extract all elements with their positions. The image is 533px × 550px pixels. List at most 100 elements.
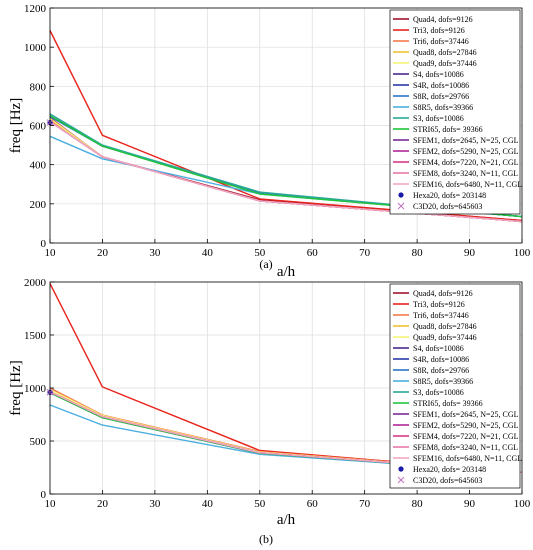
x-tick-label: 10 [45, 498, 57, 510]
legend-label: Quad4, dofs=9126 [413, 289, 473, 298]
y-tick-label: 1000 [24, 383, 47, 395]
x-tick-label: 60 [307, 498, 319, 510]
legend-entry: STRI65, dofs= 39366 [393, 125, 483, 134]
legend-entry: SFEM16, dofs=6480, N=11, CGL [393, 180, 522, 189]
x-tick-label: 40 [202, 498, 214, 510]
legend-label: Hexa20, dofs= 203148 [413, 465, 486, 474]
legend-entry: SFEM8, dofs=3240, N=11, CGL [393, 169, 518, 178]
y-tick-label: 400 [30, 160, 47, 172]
panel-label: (a) [259, 257, 272, 271]
y-tick-label: 0 [41, 238, 47, 250]
legend-label: SFEM16, dofs=6480, N=11, CGL [413, 180, 522, 189]
legend-label: C3D20, dofs=645603 [413, 202, 482, 211]
legend-label: Quad8, dofs=27846 [413, 48, 477, 57]
legend-entry: Quad9, dofs=37446 [393, 333, 477, 342]
legend-label: Tri6, dofs=37446 [413, 37, 469, 46]
y-tick-label: 600 [30, 121, 47, 133]
x-tick-label: 70 [359, 498, 371, 510]
legend-label: S8R, dofs=29766 [413, 92, 469, 101]
legend: Quad4, dofs=9126 Tri3, dofs=9126 Tri6, dof… [389, 283, 522, 489]
legend-marker [397, 202, 405, 210]
legend-entry: S4, dofs=10086 [393, 70, 464, 79]
legend-label: S4R, dofs=10086 [413, 81, 469, 90]
legend-label: SFEM2, dofs=5290, N=25, CGL [413, 421, 519, 430]
legend-label: S3, dofs=10086 [413, 388, 464, 397]
legend-entry: S8R5, dofs=39366 [393, 103, 473, 112]
legend-label: S3, dofs=10086 [413, 114, 464, 123]
legend-entry: SFEM4, dofs=7220, N=21, CGL [393, 158, 519, 167]
y-tick-label: 1000 [24, 42, 47, 54]
x-tick-label: 30 [149, 498, 161, 510]
legend-label: SFEM4, dofs=7220, N=21, CGL [413, 158, 519, 167]
legend-entry: S4, dofs=10086 [393, 344, 464, 353]
legend-entry: SFEM16, dofs=6480, N=11, CGL [393, 454, 522, 463]
legend-marker [398, 466, 404, 472]
x-axis-label: a/h [277, 264, 296, 280]
legend-entry: STRI65, dofs= 39366 [393, 399, 483, 408]
legend-entry: S8R, dofs=29766 [393, 366, 469, 375]
x-tick-label: 20 [97, 498, 109, 510]
legend-entry: S3, dofs=10086 [393, 114, 464, 123]
legend-label: Quad9, dofs=37446 [413, 59, 477, 68]
legend-entry: S8R, dofs=29766 [393, 92, 469, 101]
legend-label: STRI65, dofs= 39366 [413, 125, 483, 134]
x-tick-label: 60 [307, 247, 319, 259]
y-tick-label: 0 [41, 489, 47, 501]
legend-entry: C3D20, dofs=645603 [397, 202, 482, 211]
legend-entry: SFEM1, dofs=2645, N=25, CGL [393, 136, 519, 145]
legend-entry: Quad8, dofs=27846 [393, 48, 477, 57]
legend-label: SFEM8, dofs=3240, N=11, CGL [413, 443, 518, 452]
legend: Quad4, dofs=9126 Tri3, dofs=9126 Tri6, dof… [389, 9, 522, 215]
legend-label: S4R, dofs=10086 [413, 355, 469, 364]
legend-entry: Tri3, dofs=9126 [393, 300, 465, 309]
legend-label: Tri6, dofs=37446 [413, 311, 469, 320]
legend-entry: Tri6, dofs=37446 [393, 311, 469, 320]
y-tick-label: 1500 [24, 330, 47, 342]
legend-label: Tri3, dofs=9126 [413, 26, 465, 35]
chart-b: 10 20 30 40 50 60 70 80 90 1000500100015002000a/h… [8, 277, 531, 546]
y-tick-label: 200 [30, 199, 47, 211]
legend-label: SFEM16, dofs=6480, N=11, CGL [413, 454, 522, 463]
legend-label: SFEM1, dofs=2645, N=25, CGL [413, 410, 519, 419]
legend-label: Quad8, dofs=27846 [413, 322, 477, 331]
legend-entry: SFEM2, dofs=5290, N=25, CGL [393, 421, 519, 430]
y-tick-label: 800 [30, 81, 47, 93]
legend-label: Hexa20, dofs= 203148 [413, 191, 486, 200]
legend-label: SFEM1, dofs=2645, N=25, CGL [413, 136, 519, 145]
legend-entry: SFEM4, dofs=7220, N=21, CGL [393, 432, 519, 441]
legend-label: STRI65, dofs= 39366 [413, 399, 483, 408]
x-tick-label: 100 [514, 498, 531, 510]
legend-label: SFEM2, dofs=5290, N=25, CGL [413, 147, 519, 156]
x-tick-label: 100 [514, 247, 531, 259]
legend-label: Quad4, dofs=9126 [413, 15, 473, 24]
legend-entry: S3, dofs=10086 [393, 388, 464, 397]
legend-entry: S4R, dofs=10086 [393, 81, 469, 90]
x-tick-label: 80 [412, 247, 424, 259]
legend-entry: Tri6, dofs=37446 [393, 37, 469, 46]
legend-marker [397, 476, 405, 484]
legend-label: S8R5, dofs=39366 [413, 103, 473, 112]
x-tick-label: 30 [149, 247, 161, 259]
legend-entry: S8R5, dofs=39366 [393, 377, 473, 386]
legend-label: Tri3, dofs=9126 [413, 300, 465, 309]
legend-box [389, 283, 521, 489]
legend-label: S4, dofs=10086 [413, 344, 464, 353]
legend-label: S4, dofs=10086 [413, 70, 464, 79]
x-tick-label: 50 [254, 247, 266, 259]
x-tick-label: 70 [359, 247, 371, 259]
legend-box [389, 9, 521, 215]
legend-entry: Quad8, dofs=27846 [393, 322, 477, 331]
legend-entry: C3D20, dofs=645603 [397, 476, 482, 485]
legend-entry: S4R, dofs=10086 [393, 355, 469, 364]
x-axis-label: a/h [277, 512, 296, 528]
legend-entry: Tri3, dofs=9126 [393, 26, 465, 35]
legend-label: SFEM4, dofs=7220, N=21, CGL [413, 432, 519, 441]
x-tick-label: 10 [45, 247, 57, 259]
legend-entry: Quad4, dofs=9126 [393, 289, 473, 298]
x-tick-label: 80 [412, 498, 424, 510]
legend-label: C3D20, dofs=645603 [413, 476, 482, 485]
legend-entry: SFEM2, dofs=5290, N=25, CGL [393, 147, 519, 156]
y-tick-label: 500 [30, 436, 47, 448]
y-tick-label: 2000 [24, 277, 47, 289]
